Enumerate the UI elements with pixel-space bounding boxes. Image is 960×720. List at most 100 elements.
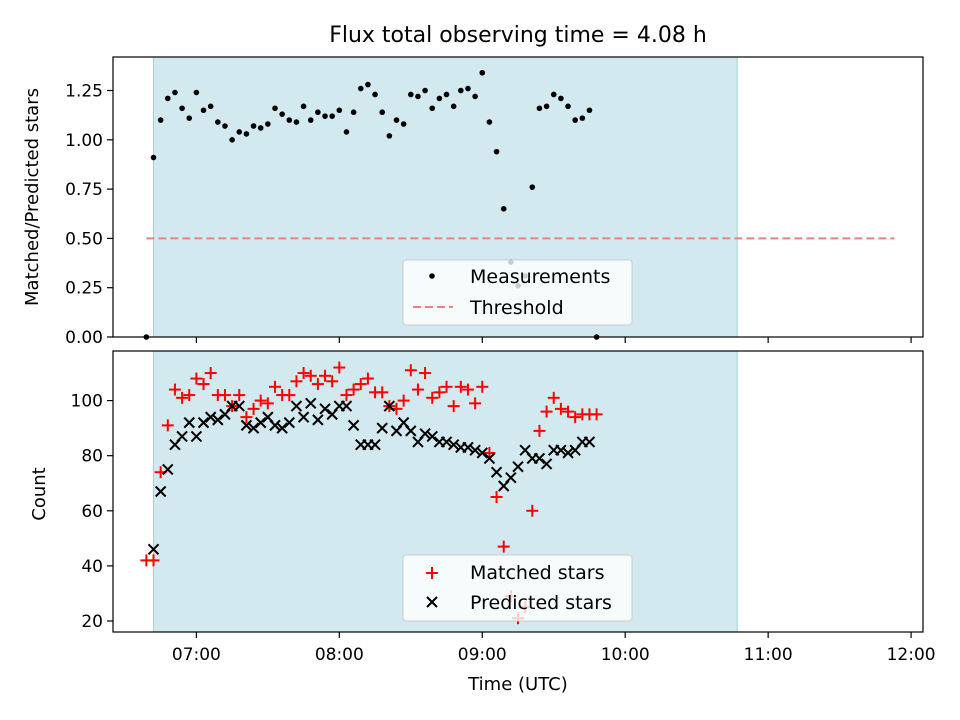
predicted-stars-point bbox=[276, 422, 288, 434]
measurement-point bbox=[365, 81, 371, 88]
predicted-stars-point bbox=[162, 463, 174, 476]
top-y-tick-label: 0.25 bbox=[65, 279, 103, 299]
measurement-point bbox=[357, 85, 364, 92]
predicted-stars-point bbox=[562, 447, 574, 459]
matched-stars-point bbox=[554, 402, 567, 415]
predicted-stars-point bbox=[583, 436, 596, 448]
matched-stars-point bbox=[461, 383, 474, 396]
legend-frame bbox=[402, 259, 633, 326]
predicted-stars-point bbox=[147, 543, 160, 556]
matched-stars-point bbox=[311, 378, 324, 391]
predicted-stars-point bbox=[204, 411, 217, 423]
measurement-point bbox=[300, 103, 307, 110]
bottom-plot-area bbox=[140, 361, 603, 625]
predicted-stars-point bbox=[469, 444, 481, 456]
measurement-point bbox=[293, 119, 300, 125]
measurement-point bbox=[229, 137, 235, 143]
bottom-legend: Matched stars Predicted stars bbox=[402, 554, 633, 622]
predicted-stars-point bbox=[476, 447, 488, 459]
measurement-point bbox=[472, 93, 478, 100]
legend-predicted-label: Predicted stars bbox=[470, 592, 612, 614]
measurement-point bbox=[500, 206, 507, 212]
measurement-point bbox=[400, 121, 407, 127]
chart-title: Flux total observing time = 4.08 h bbox=[329, 23, 707, 48]
predicted-stars-point bbox=[533, 452, 546, 465]
measurement-point bbox=[565, 103, 571, 110]
predicted-stars-point bbox=[154, 485, 167, 498]
matched-stars-point bbox=[254, 394, 267, 407]
matched-stars-point bbox=[161, 419, 174, 432]
predicted-stars-point bbox=[440, 436, 453, 448]
bottom-y-tick-label: 20 bbox=[81, 612, 103, 632]
measurement-point bbox=[572, 117, 578, 123]
predicted-stars-point bbox=[197, 416, 210, 429]
predicted-stars-point bbox=[212, 414, 224, 426]
measurement-point bbox=[558, 95, 564, 102]
measurement-point bbox=[157, 117, 164, 123]
matched-stars-point bbox=[204, 367, 217, 380]
matched-stars-point bbox=[319, 369, 332, 382]
matched-stars-point bbox=[419, 367, 432, 380]
top-panel: Flux total observing time = 4.08 h Match… bbox=[22, 23, 924, 348]
measurement-point bbox=[536, 105, 543, 112]
predicted-stars-point bbox=[462, 441, 474, 454]
matched-stars-point bbox=[476, 380, 489, 393]
matched-stars-point bbox=[376, 386, 389, 399]
matched-stars-point bbox=[183, 389, 196, 402]
bottom-axes-frame bbox=[112, 350, 924, 633]
measurement-point bbox=[243, 131, 250, 137]
legend-measurements-label: Measurements bbox=[470, 266, 610, 288]
predicted-stars-point bbox=[505, 472, 517, 484]
measurement-point bbox=[579, 115, 586, 121]
matched-stars-point bbox=[469, 397, 482, 410]
measurement-point bbox=[586, 107, 593, 114]
x-tick-label: 11:00 bbox=[744, 645, 793, 665]
matched-stars-point bbox=[240, 411, 253, 424]
predicted-stars-point bbox=[254, 416, 267, 429]
matched-stars-point bbox=[483, 446, 496, 459]
matched-stars-point bbox=[533, 424, 546, 437]
measurement-point bbox=[479, 69, 486, 76]
top-legend: Measurements Threshold bbox=[402, 259, 633, 326]
measurement-point bbox=[350, 109, 357, 116]
measurement-point bbox=[465, 85, 471, 92]
matched-stars-point bbox=[233, 389, 246, 402]
x-axis-label: Time (UTC) bbox=[467, 674, 568, 695]
measurement-point bbox=[150, 154, 157, 161]
matched-stars-point bbox=[261, 397, 274, 410]
matched-stars-point bbox=[454, 380, 467, 393]
measurement-point bbox=[279, 111, 285, 117]
measurement-point bbox=[265, 121, 271, 127]
predicted-stars-point bbox=[376, 422, 388, 434]
measurement-point bbox=[436, 95, 443, 102]
matched-stars-point bbox=[147, 554, 160, 567]
predicted-stars-point bbox=[190, 430, 203, 443]
predicted-stars-point bbox=[183, 416, 195, 429]
measurement-point bbox=[422, 87, 428, 94]
measurement-point bbox=[550, 91, 557, 98]
bottom-y-tick-label: 60 bbox=[81, 502, 103, 522]
matched-stars-point bbox=[490, 491, 503, 504]
measurement-point bbox=[393, 117, 400, 123]
bottom-y-axis-label: Count bbox=[29, 467, 50, 520]
matched-stars-point bbox=[347, 383, 360, 396]
measurement-point bbox=[272, 105, 278, 112]
measurement-point bbox=[207, 103, 214, 110]
x-tick-label: 08:00 bbox=[315, 645, 364, 665]
measurement-point bbox=[322, 113, 328, 119]
predicted-stars-point bbox=[447, 438, 460, 451]
x-tick-label: 07:00 bbox=[172, 645, 221, 665]
x-tick-label: 09:00 bbox=[458, 645, 507, 665]
matched-stars-point bbox=[340, 389, 353, 402]
measurement-point bbox=[307, 117, 314, 123]
measurement-point bbox=[186, 115, 193, 121]
predicted-stars-point bbox=[290, 400, 303, 412]
predicted-stars-point bbox=[319, 403, 331, 415]
predicted-stars-point bbox=[405, 425, 417, 437]
bottom-y-tick-label: 40 bbox=[81, 557, 103, 577]
predicted-stars-point bbox=[297, 411, 310, 423]
matched-stars-point bbox=[168, 383, 181, 396]
predicted-stars-point bbox=[176, 430, 188, 443]
measurement-point bbox=[172, 89, 178, 96]
